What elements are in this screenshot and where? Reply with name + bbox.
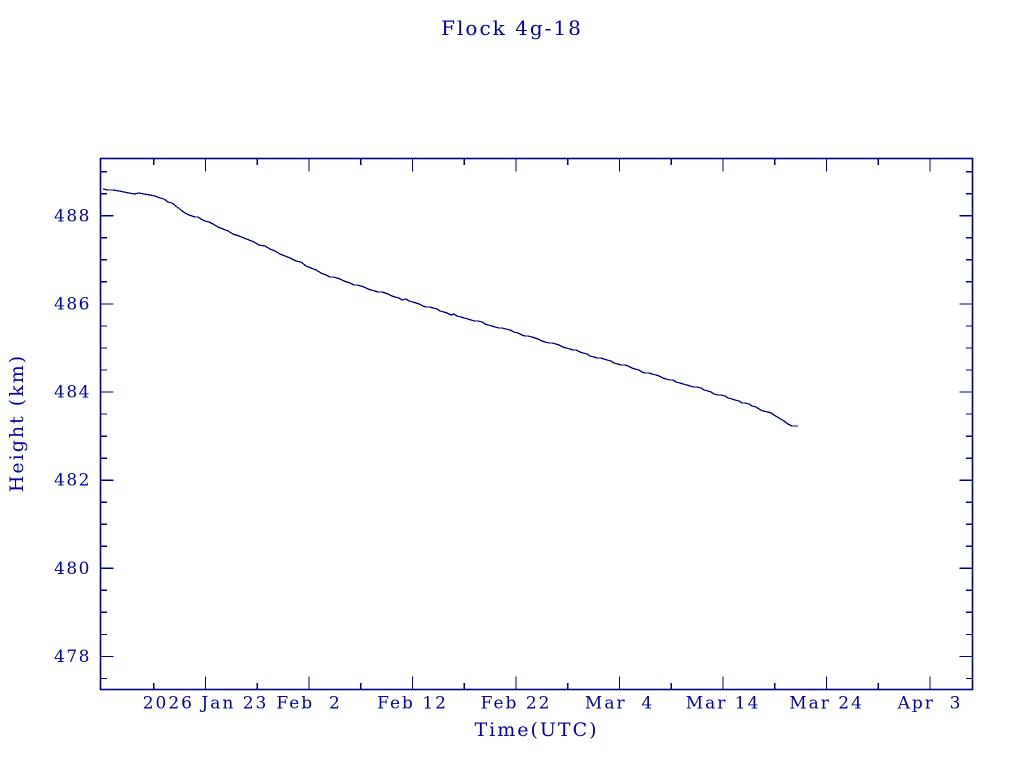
x-tick-label: 2026 Jan 23 bbox=[143, 694, 269, 714]
x-tick-label: Feb 12 bbox=[377, 694, 448, 714]
x-axis-title: Time(UTC) bbox=[474, 719, 599, 741]
x-tick-label: Apr 3 bbox=[897, 694, 963, 714]
y-tick-label: 488 bbox=[54, 206, 91, 226]
y-axis-title: Height (km) bbox=[6, 353, 28, 493]
y-tick-label: 484 bbox=[54, 383, 91, 403]
x-tick-label: Feb 22 bbox=[481, 694, 552, 714]
x-tick-label: Mar 14 bbox=[686, 694, 761, 714]
x-tick-label: Feb 2 bbox=[276, 694, 341, 714]
page-title: Flock 4g-18 bbox=[441, 16, 583, 40]
y-tick-label: 480 bbox=[54, 559, 91, 579]
y-tick-label: 486 bbox=[54, 294, 91, 314]
y-tick-label: 482 bbox=[54, 471, 91, 491]
height-curve bbox=[102, 188, 798, 427]
x-tick-label: Mar 24 bbox=[789, 694, 864, 714]
x-tick-label: Mar 4 bbox=[585, 694, 654, 714]
plot-frame bbox=[99, 157, 974, 691]
y-tick-label: 478 bbox=[54, 647, 91, 667]
